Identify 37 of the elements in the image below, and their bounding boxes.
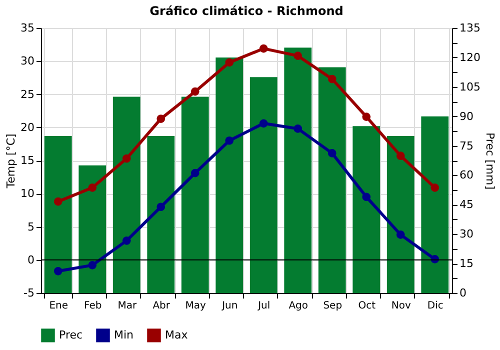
x-tick-label: Ene <box>49 300 68 312</box>
y2-tick-label: 120 <box>460 50 480 64</box>
x-tick-label: Jul <box>257 300 270 312</box>
y-tick-label: 20 <box>20 120 34 134</box>
y-tick-label: 15 <box>20 154 34 167</box>
y2-axis-title: Prec [mm] <box>483 132 496 190</box>
x-tick-label: Abr <box>152 300 171 312</box>
x-tick-label: Dic <box>427 300 444 312</box>
chart-title: Gráfico climático - Richmond <box>150 4 344 18</box>
y2-tick-label: 30 <box>460 228 474 241</box>
y2-tick-label: 45 <box>460 198 474 212</box>
y-tick-label: 35 <box>20 22 34 34</box>
x-tick-label: Mar <box>118 300 138 312</box>
y2-tick-label: 0 <box>460 286 466 300</box>
x-tick-label: Oct <box>358 300 376 312</box>
y-tick-label: 5 <box>28 220 34 234</box>
legend-label: Prec <box>59 328 83 342</box>
x-tick-label: Jun <box>221 300 238 312</box>
y-tick-label: 10 <box>20 187 34 200</box>
y-tick-label: -5 <box>24 286 34 300</box>
legend-label: Min <box>114 328 134 342</box>
legend-label: Max <box>165 328 188 342</box>
y2-tick-label: 75 <box>460 139 474 152</box>
y2-tick-label: 15 <box>460 257 474 270</box>
y-tick-label: 30 <box>20 54 34 68</box>
y-tick-label: 25 <box>20 88 34 101</box>
y-axis-title: Temp [°C] <box>4 134 18 190</box>
x-tick-label: Feb <box>84 300 102 312</box>
y2-tick-label: 135 <box>460 22 480 34</box>
y2-tick-label: 60 <box>460 168 474 182</box>
x-tick-label: Nov <box>391 300 411 312</box>
y2-tick-label: 105 <box>460 80 480 94</box>
x-tick-label: Sep <box>323 300 342 312</box>
x-tick-label: Ago <box>288 300 308 312</box>
x-tick-label: May <box>185 300 206 312</box>
y2-tick-label: 90 <box>460 110 474 123</box>
y-tick-label: 0 <box>28 253 34 266</box>
